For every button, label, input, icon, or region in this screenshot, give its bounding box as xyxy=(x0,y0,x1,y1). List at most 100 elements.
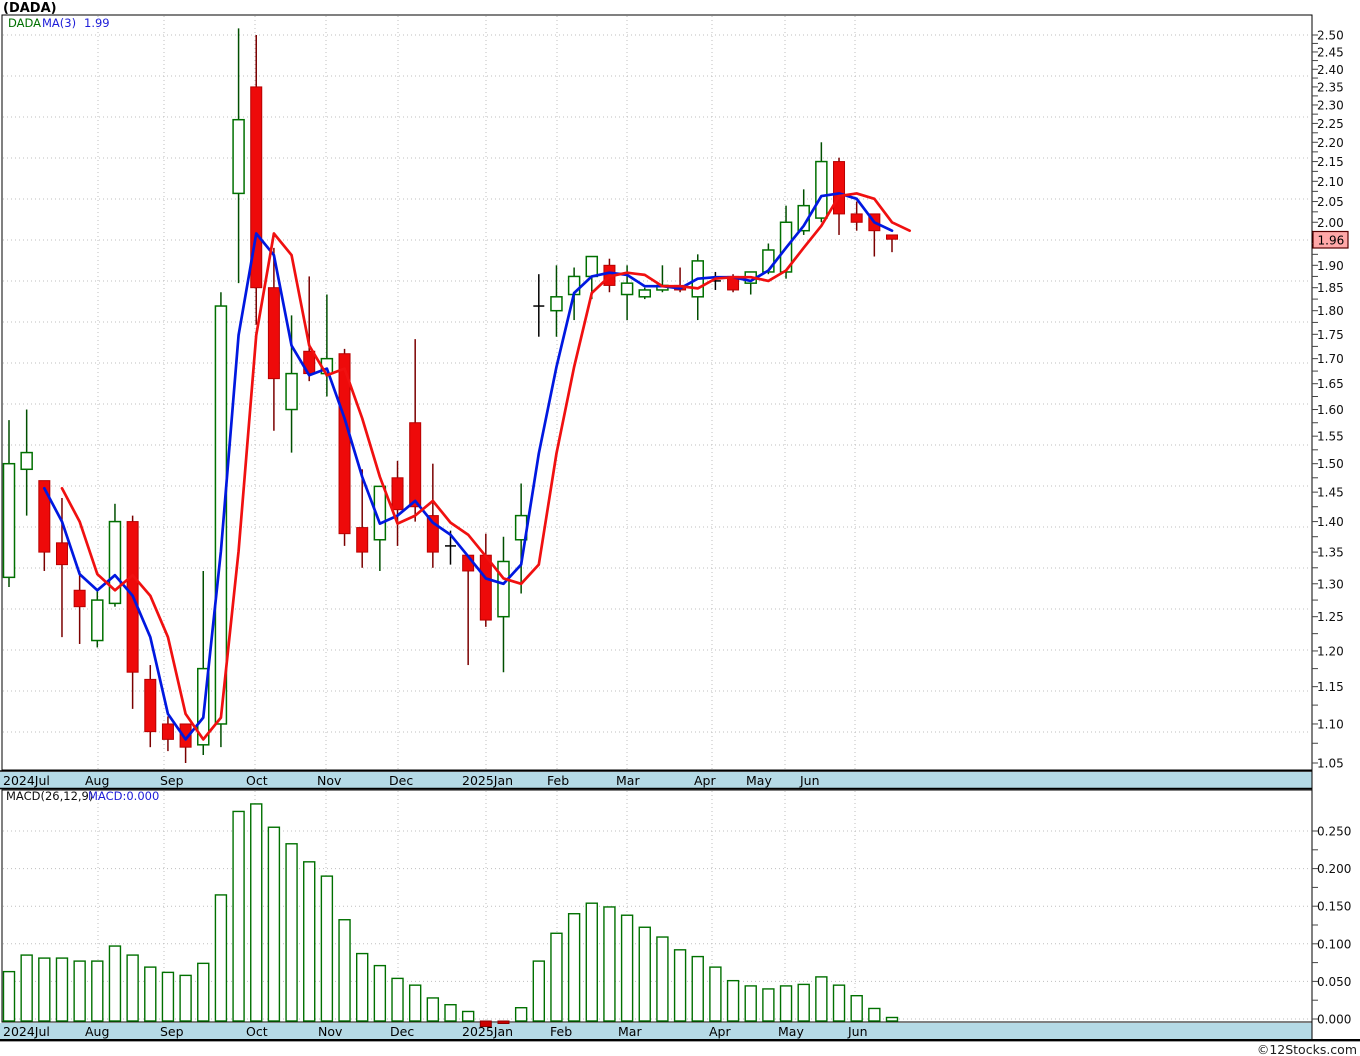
price-axis-label: 1.75 xyxy=(1317,328,1344,342)
price-axis-label: 2.45 xyxy=(1317,45,1344,59)
price-axis-label: 2.05 xyxy=(1317,195,1344,209)
macd-bar-positive xyxy=(744,985,757,1022)
candle-body-up xyxy=(20,451,33,471)
price-axis-label: 1.40 xyxy=(1317,515,1344,529)
price-axis-label: 1.70 xyxy=(1317,352,1344,366)
candle-body-down xyxy=(409,422,422,508)
price-axis-label: 1.05 xyxy=(1317,757,1344,771)
candle-body-up xyxy=(108,520,122,605)
macd-bar-positive xyxy=(815,976,828,1022)
month-label-bottom: Nov xyxy=(318,1024,343,1039)
macd-bar-positive xyxy=(20,954,33,1022)
month-label-bottom: Jun xyxy=(847,1024,868,1039)
macd-bar-positive xyxy=(250,803,263,1022)
macd-bar-positive xyxy=(320,875,334,1022)
candle-body-down xyxy=(850,213,863,223)
month-label-mid: 2024Jul xyxy=(3,773,50,788)
watermark: ©12Stocks.com xyxy=(1257,1042,1357,1056)
candle-body-down xyxy=(479,554,492,621)
month-label-bottom: Aug xyxy=(85,1024,109,1039)
candle-body-down xyxy=(73,589,86,608)
moving-averages-layer xyxy=(42,192,912,741)
price-axis-label: 2.00 xyxy=(1317,216,1344,230)
price-axis-label: 1.85 xyxy=(1317,281,1344,295)
current-price-value: 1.96 xyxy=(1318,234,1345,248)
axes-layer: 2.50 2.45 2.40 2.35 2.30 2.25 2.20 2.15 2.10 2.05… xyxy=(1312,29,1351,1027)
macd-bar-positive xyxy=(144,966,157,1022)
candle-body-up xyxy=(232,118,245,195)
price-axis-label: 2.35 xyxy=(1317,80,1344,94)
macd-bar-positive xyxy=(673,949,687,1022)
candle-body-down xyxy=(161,723,174,740)
macd-axis-label: 0.050 xyxy=(1317,975,1351,989)
macd-bar-positive xyxy=(656,936,669,1022)
candle-body-down xyxy=(391,477,404,511)
macd-bar-positive xyxy=(232,810,245,1022)
macd-bar-negative xyxy=(479,1020,492,1028)
macd-bar-positive xyxy=(408,984,422,1022)
page-title: (DADA) xyxy=(3,1,57,16)
macd-bar-positive xyxy=(391,977,404,1022)
price-axis-label: 2.25 xyxy=(1317,117,1344,131)
macd-bar-positive xyxy=(603,906,616,1022)
macd-bar-negative xyxy=(497,1020,510,1025)
macd-bar-positive xyxy=(567,913,581,1022)
macd-bar-positive xyxy=(55,957,69,1022)
month-label-mid: Nov xyxy=(317,773,342,788)
macd-bar-positive xyxy=(885,1016,899,1022)
macd-bar-positive xyxy=(762,988,775,1022)
month-label-bottom: Mar xyxy=(618,1024,642,1039)
macd-bar-positive xyxy=(303,861,316,1022)
ma-line-red xyxy=(60,192,912,741)
candle-body-down xyxy=(55,542,68,566)
price-axis-label: 1.50 xyxy=(1317,457,1344,471)
candle-body-up xyxy=(497,560,510,618)
candle-body-down xyxy=(267,287,280,380)
month-label-mid: Oct xyxy=(246,773,268,788)
current-price-badge xyxy=(1312,230,1349,249)
macd-bar-positive xyxy=(532,960,545,1022)
price-axis-label: 2.40 xyxy=(1317,63,1344,77)
macd-bar-positive xyxy=(373,964,387,1022)
candle-body-up xyxy=(638,289,652,298)
price-axis-label: 1.80 xyxy=(1317,304,1344,318)
price-axis-label: 2.10 xyxy=(1317,175,1344,189)
candle-body-up xyxy=(620,282,634,296)
macd-bar-positive xyxy=(620,914,634,1022)
macd-bar-positive xyxy=(2,970,16,1022)
candle-body-up xyxy=(373,485,387,541)
month-label-mid: Feb xyxy=(547,773,569,788)
macd-bar-positive xyxy=(726,979,740,1022)
month-label-mid: Mar xyxy=(616,773,640,788)
price-axis-label: 1.20 xyxy=(1317,644,1344,658)
price-panel-border xyxy=(1,14,1313,771)
macd-axis-label: 0.200 xyxy=(1317,862,1351,876)
price-axis-label: 2.30 xyxy=(1317,98,1344,112)
month-labels-layer: 2024Jul Aug Sep Oct Nov Dec 2025Jan Feb Mar Apr Ma… xyxy=(3,773,868,1039)
macd-bar-positive xyxy=(91,960,104,1022)
candle-body-down xyxy=(426,515,439,553)
macd-axis-label: 0.250 xyxy=(1317,825,1351,839)
macd-bar-positive xyxy=(108,945,122,1022)
candle-body-down xyxy=(38,480,51,553)
legend-symbol: DADA xyxy=(8,16,41,30)
price-axis-label: 1.25 xyxy=(1317,610,1344,624)
month-label-mid: Dec xyxy=(389,773,413,788)
price-axis-label: 1.45 xyxy=(1317,486,1344,500)
month-label-mid: Jun xyxy=(799,773,820,788)
candle-body-down xyxy=(144,678,157,733)
candle-body-up xyxy=(2,462,16,579)
macd-bar-positive xyxy=(38,957,51,1022)
macd-bar-positive xyxy=(214,894,228,1022)
candle-body-up xyxy=(214,305,228,725)
time-band-bottom xyxy=(0,1023,1312,1039)
macd-bar-positive xyxy=(285,843,298,1022)
candle-body-down xyxy=(179,723,192,748)
price-axis-label: 1.15 xyxy=(1317,680,1344,694)
macd-bar-positive xyxy=(444,1004,457,1022)
month-label-bottom: 2025Jan xyxy=(462,1024,513,1039)
macd-bar-positive xyxy=(797,983,810,1022)
macd-bar-positive xyxy=(73,960,86,1022)
